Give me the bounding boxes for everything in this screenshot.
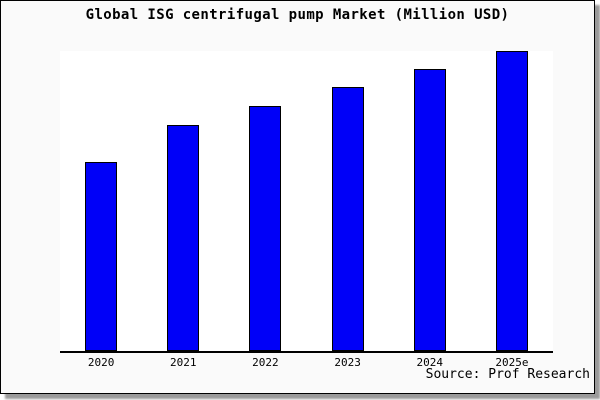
bar-2025e	[495, 51, 528, 351]
plot-area	[60, 51, 553, 353]
x-tick-label-2024: 2024	[416, 356, 444, 369]
bar-2020	[85, 162, 118, 351]
x-tick-label-2021: 2021	[170, 356, 197, 369]
x-axis-tick-labels: 2020 2021 2022 2023 2024 2025e	[60, 356, 553, 369]
x-tick-label-2023: 2023	[334, 356, 361, 369]
bar-slot-2022	[224, 51, 306, 351]
x-tick-label-2020: 2020	[87, 356, 115, 369]
bar-2022	[249, 106, 282, 351]
bar-2024	[413, 69, 446, 351]
x-tick-label-2025e: 2025e	[495, 356, 529, 369]
bar-slot-2021	[142, 51, 224, 351]
chart-frame: Global ISG centrifugal pump Market (Mill…	[0, 0, 595, 394]
chart-title: Global ISG centrifugal pump Market (Mill…	[85, 7, 510, 23]
bar-2023	[331, 87, 364, 351]
bar-slot-2025e	[471, 51, 553, 351]
bar-slot-2024	[389, 51, 471, 351]
bar-slot-2023	[307, 51, 389, 351]
bar-slot-2020	[60, 51, 142, 351]
source-credit: Source: Prof Research	[425, 367, 590, 382]
x-tick-label-2022: 2022	[252, 356, 279, 369]
bar-2021	[167, 125, 200, 351]
